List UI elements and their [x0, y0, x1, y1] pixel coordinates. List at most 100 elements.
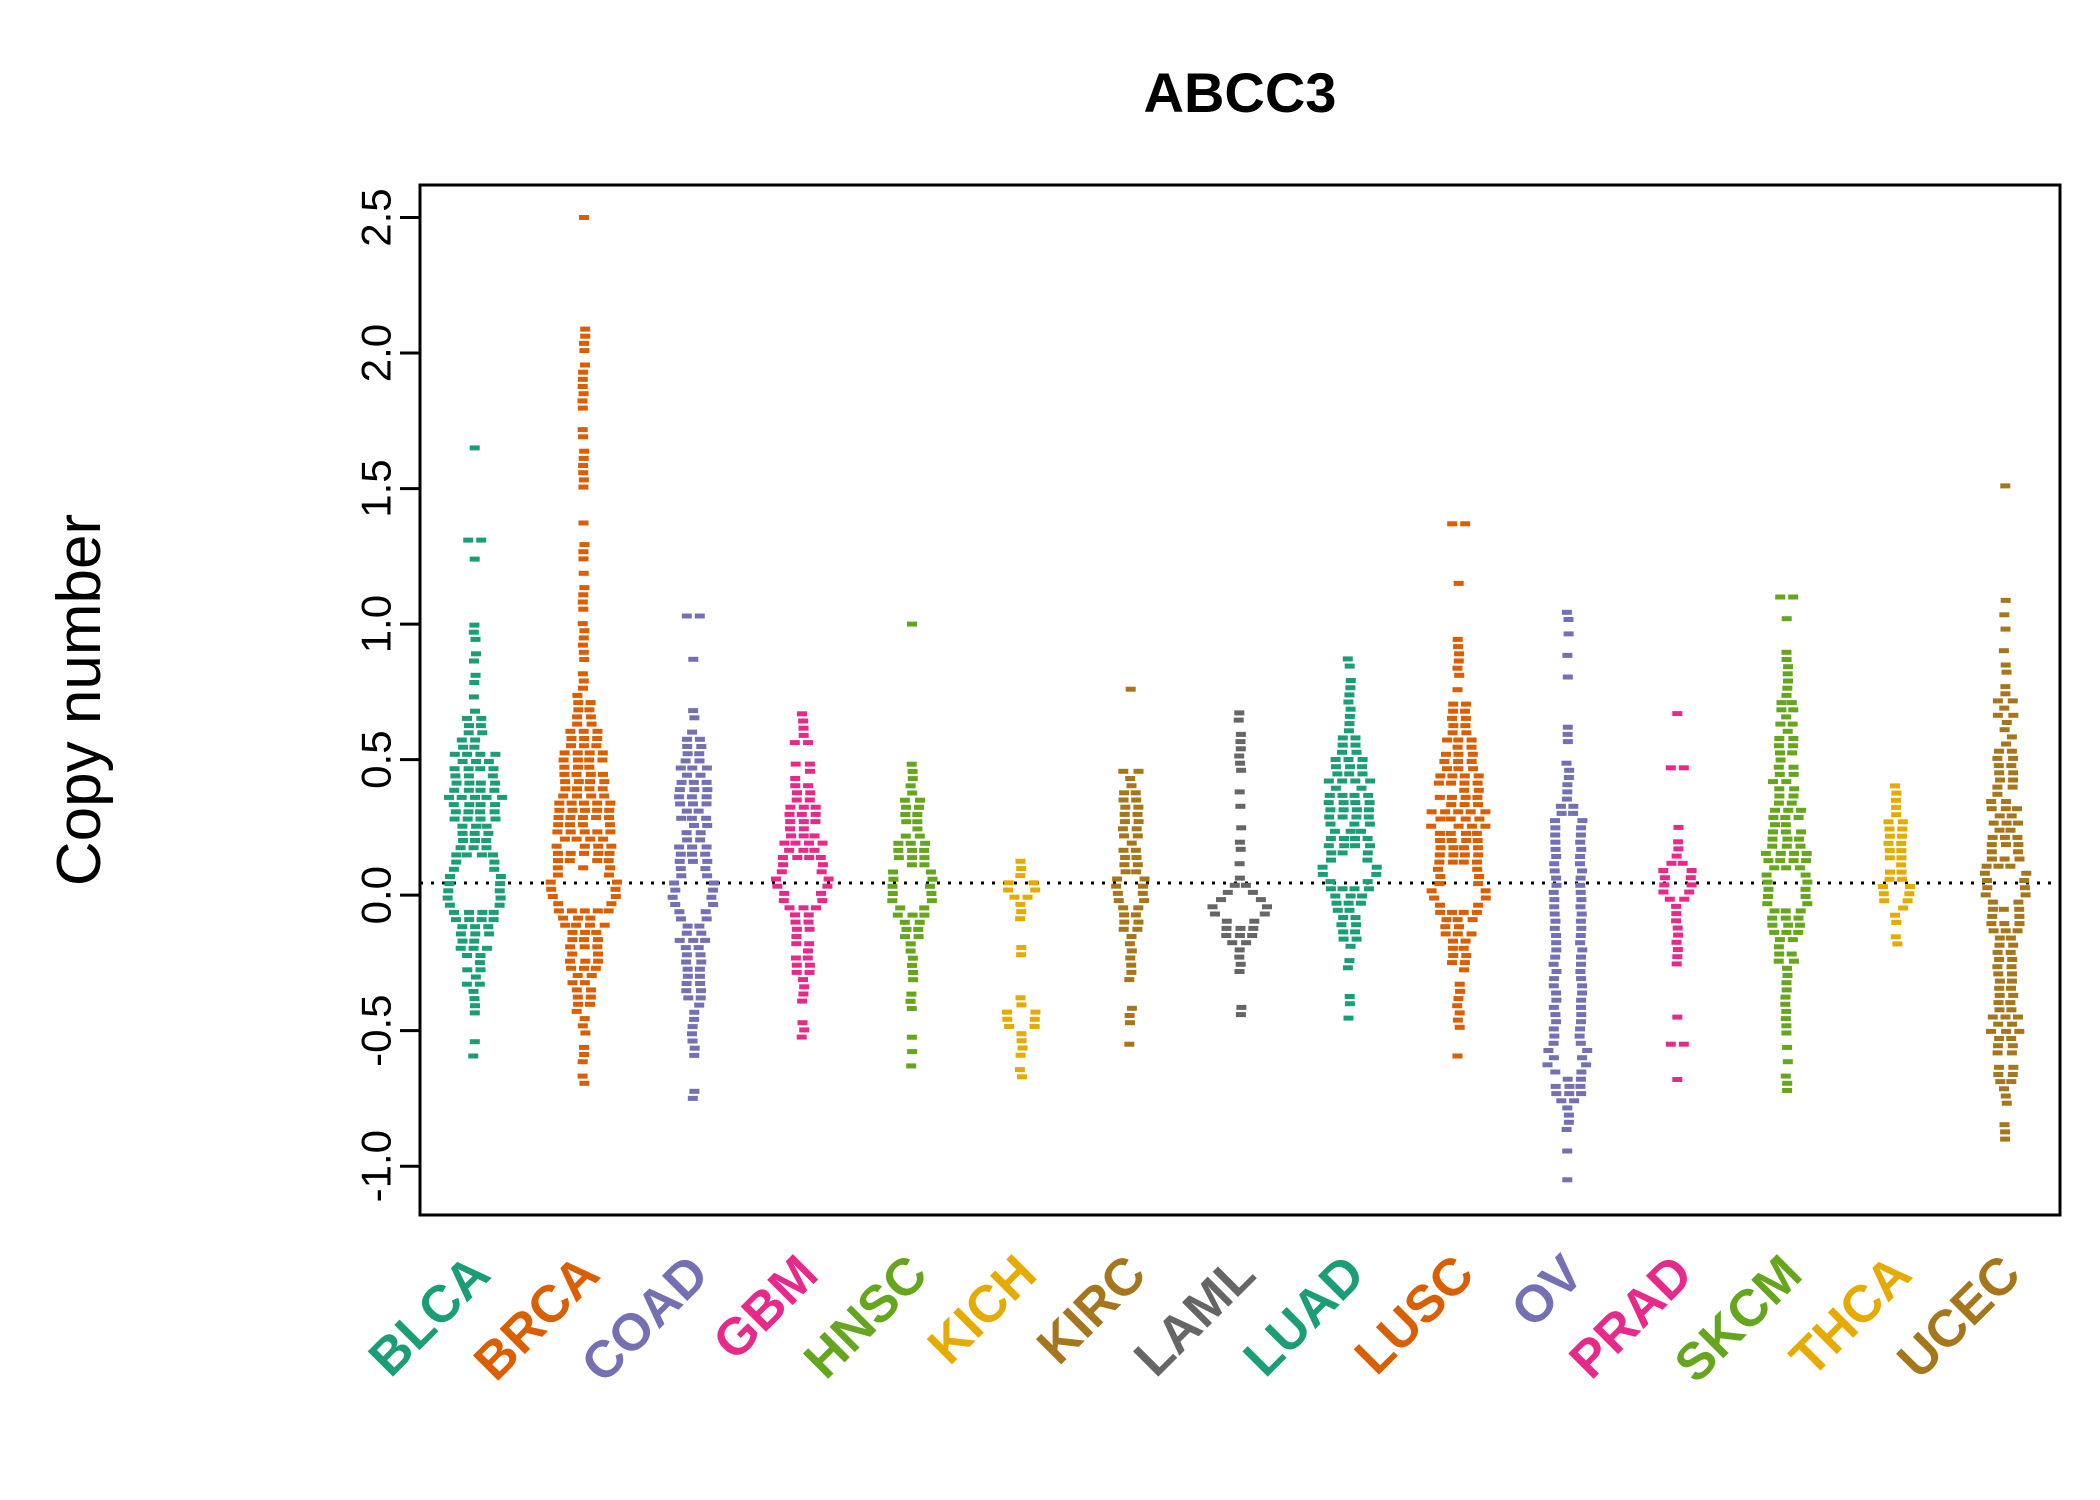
data-dash: [577, 384, 588, 389]
data-dash: [552, 872, 563, 878]
data-dash: [1770, 807, 1780, 813]
data-dash: [1993, 1021, 2004, 1027]
data-dash: [804, 761, 815, 767]
data-dash: [1247, 889, 1258, 895]
data-dash: [682, 744, 693, 749]
data-dash: [1986, 849, 1997, 855]
data-dash: [674, 937, 685, 943]
data-dash: [585, 700, 596, 706]
data-dash: [1796, 829, 1807, 835]
data-dash: [823, 876, 834, 882]
data-dash: [2014, 906, 2025, 912]
data-dash: [912, 819, 923, 825]
data-dash: [798, 819, 809, 825]
data-dash: [798, 804, 809, 810]
data-dash: [1575, 1040, 1586, 1046]
data-dash: [1781, 843, 1792, 849]
data-dash: [1575, 904, 1586, 910]
data-dash: [1453, 823, 1464, 829]
data-dash: [686, 815, 697, 821]
data-dash: [559, 836, 570, 842]
data-dash: [1801, 850, 1812, 856]
data-dash: [1015, 995, 1026, 1001]
data-dash: [580, 1030, 591, 1036]
data-dash: [584, 922, 595, 928]
data-dash: [1550, 918, 1561, 924]
data-dash: [1793, 929, 1804, 935]
outlier-dash: [1447, 521, 1458, 527]
data-dash: [1986, 806, 1997, 812]
data-dash: [1891, 919, 1902, 925]
plot-content: -1.0-0.50.00.51.01.52.02.5BLCABRCACOADGB…: [353, 188, 2060, 1394]
data-dash: [1454, 651, 1465, 657]
data-dash: [674, 858, 685, 864]
data-dash: [2008, 770, 2019, 776]
data-dash: [1987, 899, 1998, 905]
data-dash: [1472, 794, 1483, 800]
data-dash: [1460, 794, 1471, 800]
data-dash: [1461, 730, 1472, 736]
data-dash: [1119, 912, 1130, 918]
data-dash: [2012, 928, 2023, 934]
data-dash: [2008, 1064, 2019, 1070]
data-dash: [603, 908, 614, 914]
data-dash: [1131, 855, 1142, 860]
data-dash: [1234, 710, 1245, 716]
data-dash: [2014, 1028, 2025, 1034]
data-dash: [1548, 889, 1559, 895]
data-dash: [805, 790, 816, 796]
data-dash: [457, 759, 468, 764]
data-dash: [1439, 759, 1450, 764]
data-dash: [1793, 915, 1804, 921]
data-dash: [489, 859, 500, 865]
data-dash: [1343, 900, 1354, 906]
data-dash: [1788, 793, 1799, 799]
data-dash: [592, 908, 603, 914]
data-dash: [1671, 961, 1682, 967]
data-dash: [1452, 687, 1463, 693]
data-dash: [1659, 875, 1670, 881]
data-dash: [577, 398, 588, 404]
data-dash: [1471, 830, 1482, 836]
data-dash: [1455, 988, 1466, 994]
data-dash: [798, 725, 809, 731]
data-dash: [790, 776, 801, 781]
data-dash: [1981, 863, 1992, 869]
data-dash: [1999, 727, 2010, 733]
data-dash: [1126, 948, 1137, 954]
data-dash: [893, 847, 904, 853]
data-dash: [810, 819, 821, 825]
data-dash: [469, 996, 480, 1002]
data-dash: [1543, 1048, 1554, 1053]
data-dash: [1549, 861, 1560, 867]
data-dash: [553, 850, 563, 856]
data-dash: [592, 829, 603, 835]
data-dash: [578, 570, 589, 576]
data-dash: [1992, 949, 2003, 955]
data-dash: [2001, 842, 2011, 848]
data-dash: [462, 816, 473, 822]
data-dash: [1897, 826, 1908, 832]
data-dash: [1879, 898, 1890, 904]
x-tick-label-KICH: KICH: [917, 1244, 1048, 1375]
data-dash: [455, 931, 466, 937]
data-dash: [1896, 869, 1907, 875]
data-dash: [592, 728, 603, 734]
data-dash: [1003, 880, 1014, 886]
data-dash: [696, 959, 707, 965]
violin-BRCA: [545, 215, 622, 1086]
data-dash: [2005, 827, 2016, 833]
data-dash: [689, 715, 700, 721]
data-dash: [559, 764, 570, 770]
data-dash: [455, 945, 466, 951]
data-dash: [578, 434, 589, 440]
data-dash: [919, 905, 930, 911]
data-dash: [1548, 1026, 1559, 1032]
outlier-dash: [681, 613, 692, 619]
data-dash: [1355, 900, 1366, 906]
data-dash: [926, 898, 937, 904]
data-dash: [1883, 819, 1894, 825]
data-dash: [463, 766, 474, 772]
data-dash: [2013, 842, 2024, 848]
data-dash: [1992, 755, 2003, 761]
